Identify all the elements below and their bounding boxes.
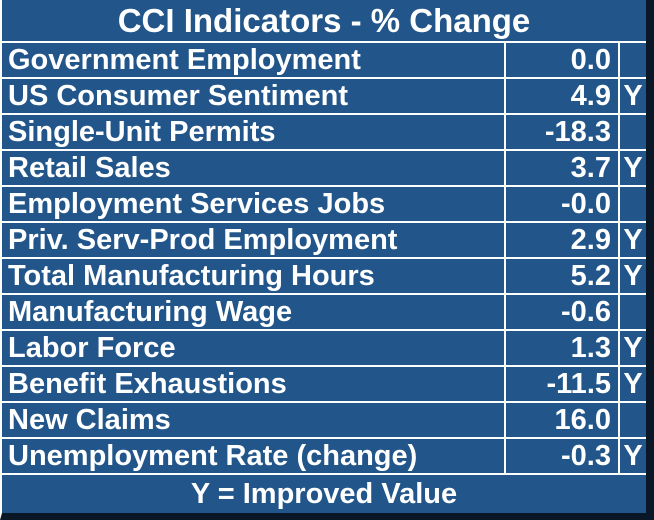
table-row: Total Manufacturing Hours 5.2 Y — [2, 259, 646, 295]
indicator-label-cell: Benefit Exhaustions — [2, 367, 506, 401]
indicator-label-cell: Priv. Serv-Prod Employment — [2, 223, 506, 257]
indicator-label-cell: Government Employment — [2, 43, 506, 77]
table-title: CCI Indicators - % Change — [2, 0, 646, 43]
improved-flag-cell: Y — [623, 440, 643, 472]
indicator-label-cell: Retail Sales — [2, 151, 506, 185]
table-row: Employment Services Jobs -0.0 — [2, 187, 646, 223]
percent-change-value-cell: -0.6 — [506, 295, 620, 329]
indicator-label-cell: Single-Unit Permits — [2, 115, 506, 149]
indicator-label-cell: Unemployment Rate (change) — [2, 439, 506, 473]
table-row: Government Employment 0.0 — [2, 43, 646, 79]
table-row: New Claims 16.0 — [2, 403, 646, 439]
percent-change-value-cell: -0.0 — [506, 187, 620, 221]
percent-change-value-cell: 4.9 — [506, 79, 620, 113]
indicator-label-cell: New Claims — [2, 403, 506, 437]
improved-flag-cell — [620, 115, 646, 149]
improved-flag-cell: Y — [623, 80, 643, 112]
percent-change-value-cell: 5.2 — [506, 259, 620, 293]
percent-change-value-cell: 2.9 — [506, 223, 620, 257]
indicator-label-cell: US Consumer Sentiment — [2, 79, 506, 113]
improved-flag-cell: Y — [623, 152, 643, 184]
table-row: Benefit Exhaustions -11.5 Y — [2, 367, 646, 403]
table-row: Manufacturing Wage -0.6 — [2, 295, 646, 331]
percent-change-value-cell: -11.5 — [506, 367, 620, 401]
table-row: US Consumer Sentiment 4.9 Y — [2, 79, 646, 115]
indicator-label-cell: Manufacturing Wage — [2, 295, 506, 329]
table-row: Priv. Serv-Prod Employment 2.9 Y — [2, 223, 646, 259]
percent-change-value-cell: -0.3 — [506, 439, 620, 473]
table-footer-note: Y = Improved Value — [2, 475, 646, 513]
percent-change-value-cell: 16.0 — [506, 403, 620, 437]
percent-change-value-cell: 3.7 — [506, 151, 620, 185]
percent-change-value-cell: -18.3 — [506, 115, 620, 149]
improved-flag-cell: Y — [623, 332, 643, 364]
improved-flag-cell — [620, 187, 646, 221]
rows-container: Government Employment 0.0 US Consumer Se… — [2, 43, 646, 475]
indicator-label-cell: Employment Services Jobs — [2, 187, 506, 221]
table-row: Retail Sales 3.7 Y — [2, 151, 646, 187]
table-row: Unemployment Rate (change) -0.3 Y — [2, 439, 646, 475]
percent-change-value-cell: 0.0 — [506, 43, 620, 77]
improved-flag-cell: Y — [623, 224, 643, 256]
improved-flag-cell — [620, 403, 646, 437]
improved-flag-cell — [620, 295, 646, 329]
improved-flag-cell: Y — [623, 368, 643, 400]
table-row: Single-Unit Permits -18.3 — [2, 115, 646, 151]
improved-flag-cell: Y — [623, 260, 643, 292]
indicator-label-cell: Total Manufacturing Hours — [2, 259, 506, 293]
indicator-label-cell: Labor Force — [2, 331, 506, 365]
improved-flag-cell — [620, 43, 646, 77]
table-row: Labor Force 1.3 Y — [2, 331, 646, 367]
percent-change-value-cell: 1.3 — [506, 331, 620, 365]
